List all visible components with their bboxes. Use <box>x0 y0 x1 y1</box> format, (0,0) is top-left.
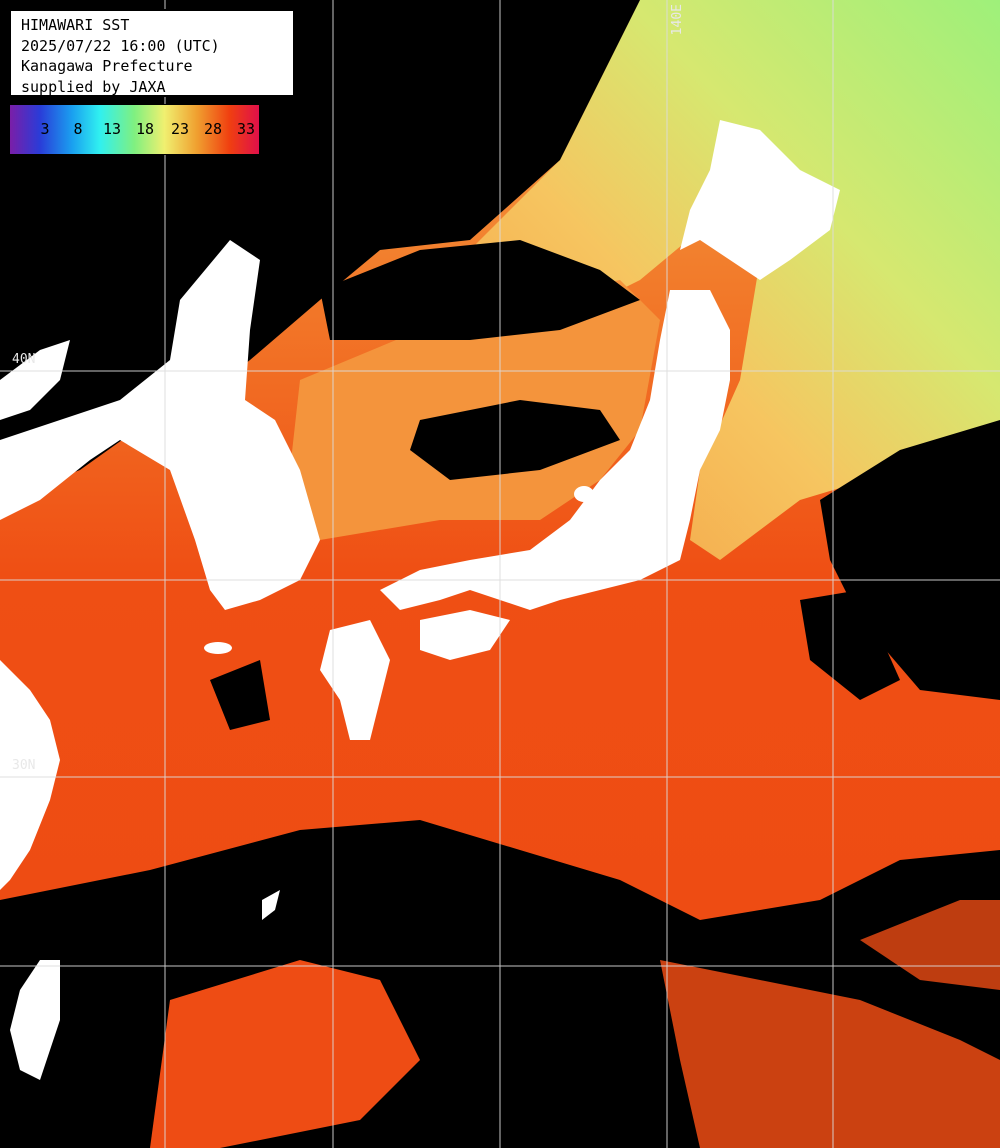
colorbar-tick: 8 <box>73 120 83 138</box>
colorbar-tick: 13 <box>102 120 122 138</box>
land-sado <box>574 486 594 502</box>
colorbar-tick: 3 <box>40 120 50 138</box>
lat-label-30n: 30N <box>12 758 36 773</box>
lon-label-140e: 140E <box>670 4 685 36</box>
lat-label-40n: 40N <box>12 352 36 367</box>
colorbar: 3 8 13 18 23 28 33 <box>9 104 260 155</box>
colorbar-gradient <box>10 105 259 154</box>
ocean-southeast-2 <box>860 900 1000 990</box>
cloud-east <box>820 420 1000 700</box>
cloud-patch-2 <box>210 660 270 730</box>
colorbar-tick: 28 <box>203 120 223 138</box>
timestamp-line: 2025/07/22 16:00 (UTC) <box>21 36 220 55</box>
colorbar-tick: 18 <box>135 120 155 138</box>
region-line: Kanagawa Prefecture <box>21 57 193 75</box>
land-jeju <box>204 642 232 654</box>
land-kyushu <box>320 620 390 740</box>
ocean-north-cool <box>470 0 1000 560</box>
land-taiwan <box>10 960 60 1080</box>
ocean-southeast-warm <box>660 960 1000 1148</box>
cloud-patch-1 <box>410 400 620 480</box>
title-line: HIMAWARI SST <box>21 16 130 34</box>
land-china-north <box>0 340 70 420</box>
land-okinawa <box>262 890 280 920</box>
land-hokkaido <box>680 120 840 280</box>
ocean-south-warm <box>150 960 420 1148</box>
cloud-sea-of-japan <box>320 240 640 340</box>
colorbar-tick: 23 <box>170 120 190 138</box>
colorbar-tick: 33 <box>236 120 256 138</box>
cloud-east-2 <box>800 590 900 700</box>
land-honshu <box>380 290 730 610</box>
land-korea-mainland <box>0 240 320 610</box>
source-line: supplied by JAXA <box>21 77 166 96</box>
land-china-coast <box>0 660 60 890</box>
info-box: HIMAWARI SST 2025/07/22 16:00 (UTC) Kana… <box>9 9 295 97</box>
land-shikoku <box>420 610 510 660</box>
